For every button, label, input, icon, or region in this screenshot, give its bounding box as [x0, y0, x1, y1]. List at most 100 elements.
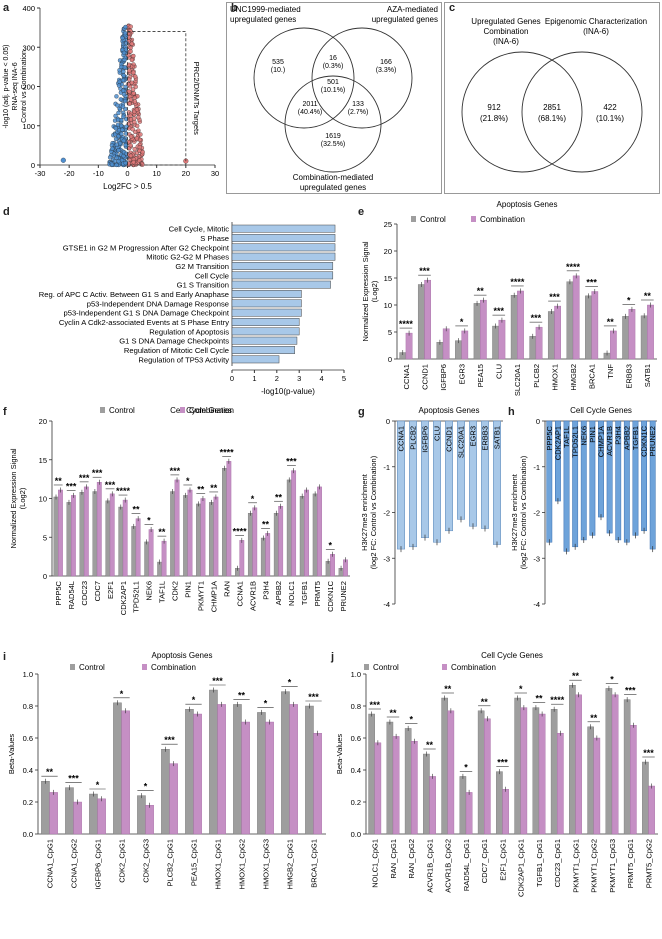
- bar-reg-of-apc-c-activ-between-g1-s-and-early-anaphase: [231, 290, 302, 298]
- chart-title: Cell Cycle Genes: [570, 406, 632, 415]
- bar-cdc7-control: [92, 491, 98, 577]
- bar-cdk2ap1-control: [118, 506, 124, 577]
- bar-e2f1-cpg1-combination: [502, 788, 509, 835]
- point-down: [120, 104, 126, 109]
- bar-prmt5-cpg2-combination: [648, 785, 655, 835]
- set-label-epigenomic: (INA-6): [583, 27, 609, 36]
- bar-cdc7-combination: [96, 482, 102, 577]
- category-label-regulation-of-tp53-activity: Regulation of TP53 Activity: [138, 355, 229, 364]
- bar-nolc1-cpg1-combination: [374, 742, 382, 835]
- bar-tgfb1-control: [299, 495, 305, 577]
- y-tick-label: 200: [22, 83, 35, 92]
- sig-stars-pin1: *: [186, 476, 190, 486]
- x-tick-label-tpd52l1: TPD52L1: [571, 426, 580, 458]
- x-tick-label-cdk2ap1-cpg1: CDK2AP1_CpG1: [517, 839, 526, 897]
- bar-tpd52l1-combination: [135, 518, 141, 577]
- y-tick-label: -3: [533, 554, 540, 563]
- bar-p3h4-control: [260, 537, 266, 577]
- bar-ccna1-cpg1-control: [41, 780, 50, 835]
- point-down: [121, 73, 126, 78]
- x-tick-label-tpd52l1: TPD52L1: [132, 581, 141, 613]
- point-up: [128, 134, 134, 139]
- point-down: [120, 77, 126, 83]
- y-tick-label: 0.4: [351, 766, 361, 775]
- point-up: [138, 132, 143, 137]
- bar-acvr1b-combination: [252, 507, 258, 577]
- venn-percent-2: (10.1%): [596, 114, 624, 123]
- y-tick-label: 0.6: [23, 734, 33, 743]
- venn-count-1: 16: [329, 55, 337, 62]
- x-tick-label-ran-cpg1: RAN_CpG1: [389, 839, 398, 879]
- y-tick-label: -2: [533, 509, 540, 518]
- x-tick-label-slc20a1: SLC20A1: [513, 364, 522, 396]
- category-label-g2-m-transition: G2 M Transition: [175, 262, 229, 271]
- point-up: [127, 68, 132, 73]
- point-up: [127, 89, 132, 94]
- bar-brca1-combination: [591, 291, 599, 360]
- venn-count-0: 535: [272, 59, 284, 66]
- x-tick-label-brca1: BRCA1: [588, 364, 597, 389]
- bar-chmp1a-combination: [213, 496, 219, 577]
- y-tick-label: 0.8: [351, 702, 361, 711]
- chart-title: Apoptosis Genes: [497, 200, 558, 209]
- bar-ran-cpg2-control: [404, 728, 412, 835]
- bar-cdkn1c-combination: [330, 554, 335, 577]
- x-tick-label-cdk2ap1: CDK2AP1: [119, 581, 128, 615]
- bar-apbb2-combination: [278, 506, 284, 577]
- point-up: [131, 91, 136, 96]
- y-tick-label: 0: [386, 417, 390, 426]
- y-tick-label: -1: [533, 463, 540, 472]
- venn-percent-6: (32.5%): [321, 141, 346, 148]
- y-axis-label: (Log2): [18, 487, 27, 509]
- bar-plcb2-cpg1-control: [161, 748, 170, 835]
- point-down: [116, 148, 121, 153]
- x-tick-label-ccna1: CCNA1: [402, 364, 411, 389]
- point-down: [114, 162, 119, 168]
- set-label-combination: Combination-mediated: [293, 173, 374, 182]
- point-down: [116, 83, 122, 88]
- x-tick-label-cdkn1c: CDKN1C: [640, 425, 649, 456]
- x-tick-label-tgfb1-cpg1: TGFB1_CpG1: [535, 839, 544, 887]
- legend-combination: Combination: [451, 663, 496, 672]
- sig-stars-cdk2: ***: [170, 466, 181, 476]
- x-tick-label-ppp5c: PPP5C: [545, 425, 554, 450]
- x-tick-label-satb1: SATB1: [643, 364, 652, 387]
- sig-stars-plcb2-cpg1: ***: [164, 735, 175, 745]
- bar-cdk2-control: [170, 491, 176, 577]
- x-tick-label-cdk2-cpg1: CDK2_CpG1: [118, 839, 127, 883]
- bar-nek6-control: [144, 541, 150, 577]
- category-label-gtse1-in-g2-m-progression-after-g2-checkpoint: GTSE1 in G2 M Progression After G2 Check…: [63, 243, 230, 252]
- x-tick-label-hmgb2-cpg1: HMGB2_CpG1: [286, 839, 295, 889]
- bar-tgfb1-cpg1-combination: [538, 713, 546, 835]
- bar-nek6-combination: [148, 529, 154, 577]
- point-up: [134, 107, 140, 112]
- x-tick-label-prune2: PRUNE2: [339, 581, 348, 611]
- x-tick-label-cdc7: CDC7: [93, 581, 102, 601]
- bar-regulation-of-mitotic-cell-cycle: [231, 346, 295, 354]
- bar-prmt5-control: [312, 493, 318, 577]
- bar-prmt5-combination: [317, 486, 322, 577]
- bar-pea15-cpg1-control: [185, 709, 194, 835]
- x-tick-label-cdk2: CDK2: [171, 581, 180, 601]
- set-label-aza: upregulated genes: [372, 15, 438, 24]
- x-tick-label-ran-cpg2: RAN_CpG2: [407, 839, 416, 879]
- bar-rad54l-control: [66, 502, 72, 577]
- bar-acvr1b-cpg2-control: [441, 697, 448, 835]
- bar-e2f1-combination: [109, 493, 115, 577]
- point-down: [115, 103, 120, 108]
- point-up: [129, 41, 134, 46]
- bar-hmox1-cpg1-control: [209, 689, 218, 835]
- bar-ccnd1-combination: [424, 279, 432, 360]
- bar-pea15-combination: [479, 299, 487, 360]
- bar-hmgb2-control: [566, 281, 574, 360]
- sig-stars-ccnd1: ***: [419, 266, 430, 276]
- point-down: [122, 57, 127, 63]
- venn-percent-4: (40.4%): [298, 109, 323, 116]
- panel-label-h: h: [508, 406, 515, 418]
- y-axis-label: Control vs Combination: [21, 50, 28, 123]
- x-tick-label-acvr1b-cpg1: ACVR1B_CpG1: [425, 839, 434, 893]
- x-tick-label-egr3: EGR3: [469, 426, 478, 446]
- sig-stars-cdc7-cpg1: **: [481, 697, 489, 707]
- sig-stars-taf1l: **: [158, 527, 166, 537]
- x-tick-label-prmt5-cpg2: PRMT5_CpG2: [644, 839, 653, 888]
